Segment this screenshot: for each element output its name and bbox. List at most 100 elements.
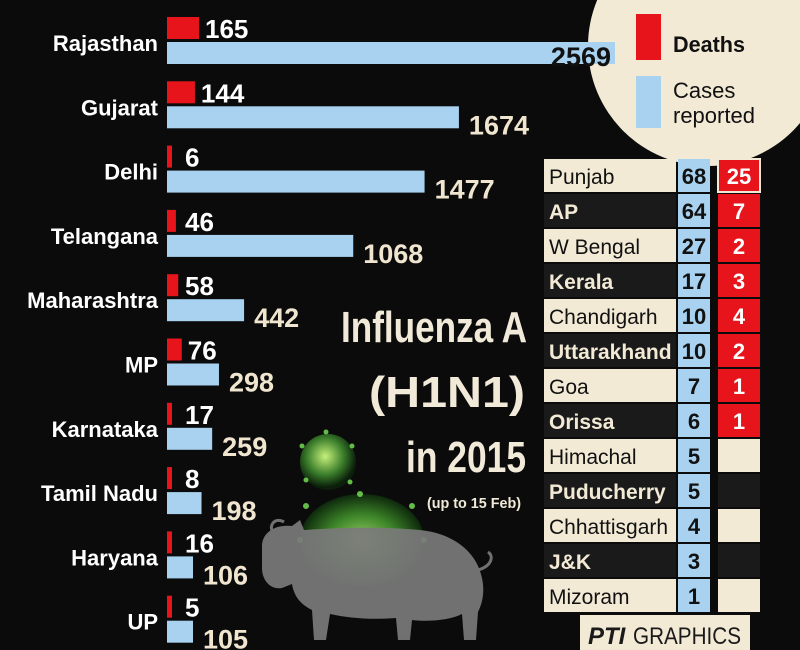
table-cases-cell bbox=[678, 229, 710, 262]
cases-value-label: 2569 bbox=[551, 42, 611, 72]
table-cases-value: 64 bbox=[682, 199, 707, 224]
table-row: Puducherry 5 bbox=[544, 474, 760, 507]
table-deaths-value: 1 bbox=[733, 409, 745, 434]
bar-group: MP 76 298 bbox=[125, 336, 274, 398]
deaths-value-label: 46 bbox=[185, 207, 214, 237]
table-row: Mizoram 1 bbox=[544, 579, 760, 612]
table-cases-value: 5 bbox=[688, 444, 700, 469]
table-cases-cell bbox=[678, 299, 710, 332]
table-deaths-cell bbox=[718, 229, 760, 262]
table-cases-value: 6 bbox=[688, 409, 700, 434]
table-cases-value: 10 bbox=[682, 304, 706, 329]
table-deaths-value: 25 bbox=[727, 164, 751, 189]
bar-group: Karnataka 17 259 bbox=[52, 400, 268, 462]
deaths-bar bbox=[167, 595, 172, 618]
table-deaths-value: 3 bbox=[733, 269, 745, 294]
table-cases-value: 3 bbox=[688, 549, 700, 574]
credit-background bbox=[580, 615, 750, 650]
table-row: W Bengal 27 2 bbox=[544, 229, 760, 262]
table-cases-value: 1 bbox=[688, 584, 700, 609]
table-row: Himachal 5 bbox=[544, 439, 760, 472]
deaths-value-label: 76 bbox=[188, 336, 217, 366]
table-row: AP 64 7 bbox=[544, 194, 760, 227]
table-cases-cell bbox=[678, 439, 710, 472]
virus-small-icon bbox=[300, 434, 356, 490]
deaths-bar bbox=[167, 17, 199, 39]
bar-group: Gujarat 144 1674 bbox=[81, 78, 529, 140]
legend-cases-label: Cases reported bbox=[673, 78, 755, 128]
table-cases-cell bbox=[678, 509, 710, 542]
bar-group: Telangana 46 1068 bbox=[51, 207, 424, 269]
table-row-background bbox=[544, 544, 676, 577]
table-cases-cell bbox=[678, 404, 710, 437]
bar-group: Rajasthan 165 2569 bbox=[53, 14, 615, 72]
cases-value-label: 298 bbox=[229, 368, 274, 398]
bar-group: Delhi 6 1477 bbox=[104, 143, 494, 205]
cases-bar bbox=[167, 106, 459, 129]
table-cases-value: 7 bbox=[688, 374, 700, 399]
state-label: UP bbox=[127, 610, 158, 635]
table-state-label: Uttarakhand bbox=[549, 341, 672, 364]
legend-cases-swatch bbox=[636, 76, 661, 128]
cases-value-label: 1477 bbox=[435, 175, 495, 205]
table-state-label: J&K bbox=[549, 551, 591, 574]
deaths-bar bbox=[167, 531, 172, 554]
table-cases-cell bbox=[678, 334, 710, 367]
table-row-background bbox=[544, 579, 676, 612]
table-cases-cell bbox=[678, 369, 710, 402]
deaths-value-label: 8 bbox=[185, 464, 199, 494]
cases-value-label: 198 bbox=[212, 496, 257, 526]
cases-bar bbox=[167, 556, 193, 579]
table-deaths-value: 4 bbox=[733, 304, 746, 329]
state-label: Tamil Nadu bbox=[41, 481, 158, 506]
table-row: Chhattisgarh 4 bbox=[544, 509, 760, 542]
table-row: Kerala 17 3 bbox=[544, 264, 760, 297]
cases-bar bbox=[167, 170, 425, 193]
table-row: Uttarakhand 10 2 bbox=[544, 334, 760, 367]
table-row-background bbox=[544, 369, 676, 402]
table-row-background bbox=[544, 229, 676, 262]
credit-badge: PTI GRAPHICS bbox=[580, 615, 750, 650]
deaths-bar bbox=[167, 338, 182, 361]
cases-bar bbox=[167, 299, 245, 322]
cases-bar bbox=[167, 492, 202, 515]
deaths-bar bbox=[167, 81, 195, 104]
table-state-label: Himachal bbox=[549, 446, 637, 469]
bar-group: Tamil Nadu 8 198 bbox=[41, 464, 257, 526]
chart-title: Influenza A (H1N1) in 2015 (up to 15 Feb… bbox=[341, 303, 527, 512]
table-cases-cell bbox=[678, 544, 710, 577]
table-row: Goa 7 1 bbox=[544, 369, 760, 402]
deaths-value-label: 144 bbox=[201, 78, 245, 108]
deaths-value-label: 5 bbox=[185, 593, 199, 623]
table-row-background bbox=[544, 194, 676, 227]
deaths-bar bbox=[167, 467, 172, 490]
table-deaths-empty-cell bbox=[718, 439, 760, 472]
table-row: Orissa 6 1 bbox=[544, 404, 760, 437]
deaths-bar bbox=[167, 145, 172, 168]
deaths-value-label: 17 bbox=[185, 400, 214, 430]
table-row: Punjab 68 25 bbox=[544, 158, 761, 193]
table-deaths-cell bbox=[718, 369, 760, 402]
deaths-value-label: 58 bbox=[185, 271, 214, 301]
table-state-label: Kerala bbox=[549, 271, 614, 294]
legend-cases-label-line-1: Cases bbox=[673, 78, 735, 103]
table-state-label: W Bengal bbox=[549, 236, 640, 259]
credit-pti: PTI bbox=[588, 623, 627, 650]
deaths-bar bbox=[167, 402, 172, 425]
cases-value-label: 259 bbox=[222, 432, 267, 462]
table-deaths-cell bbox=[718, 264, 760, 297]
cases-value-label: 1674 bbox=[469, 110, 529, 140]
cases-bar bbox=[167, 42, 615, 64]
table-deaths-cell bbox=[718, 194, 760, 227]
state-label: Delhi bbox=[104, 160, 158, 185]
deaths-value-label: 16 bbox=[185, 528, 214, 558]
cases-value-label: 105 bbox=[203, 625, 248, 650]
credit-graphics: GRAPHICS bbox=[633, 623, 741, 650]
cases-bar bbox=[167, 363, 219, 386]
table-deaths-empty-cell bbox=[718, 509, 760, 542]
table-state-label: Orissa bbox=[549, 411, 615, 434]
title-line-2: (H1N1) bbox=[369, 368, 525, 417]
